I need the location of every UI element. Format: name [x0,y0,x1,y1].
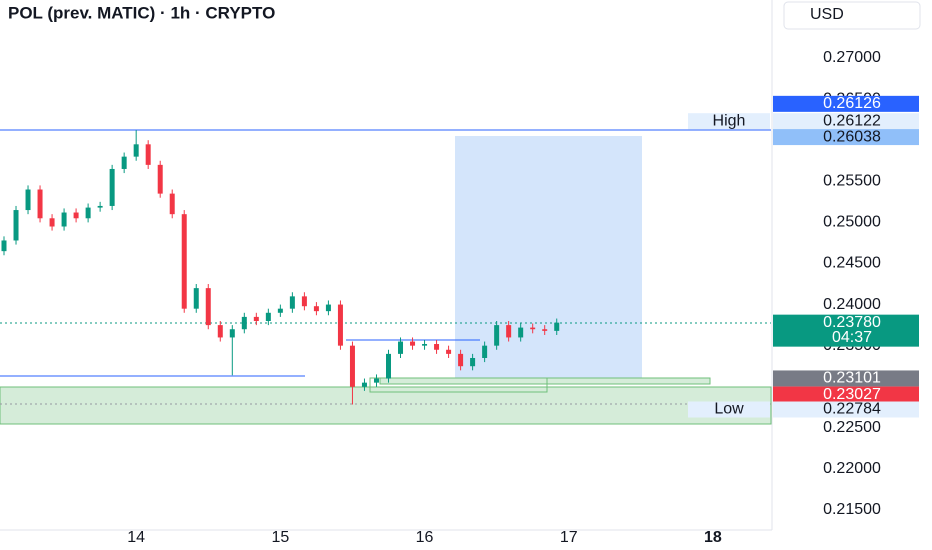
level-name: High [713,112,746,129]
currency-box[interactable] [783,1,921,30]
candle-body [37,189,43,219]
price-tag [773,314,919,347]
price-tag [773,370,919,387]
candle-body [434,344,440,350]
y-tick-label: 0.24500 [823,255,881,272]
price-tag-label: 0.23027 [823,386,881,403]
candle-body [301,296,307,307]
candle-body [193,288,199,309]
price-tag [773,386,919,403]
candle-body [109,168,115,206]
candle-body [410,341,416,346]
candle-body [289,296,295,309]
candle-body [385,353,391,379]
price-tag-label: 0.22784 [823,401,881,418]
price-tag [773,95,919,112]
candle-body [361,382,367,387]
candle-body [506,325,512,338]
candle-body [13,210,19,241]
candle-body [422,344,428,346]
chart-title: POL (prev. MATIC) · 1h · CRYPTO [8,3,275,22]
price-tag-label: 0.23101 [823,370,881,387]
price-tag-label: 0.26038 [823,128,881,145]
zone-small [369,377,548,393]
candle-body [61,212,67,227]
candle-body [121,156,127,169]
candle-body [85,207,91,219]
price-tag-label: 0.23780 [823,314,881,331]
price-tag [773,401,919,418]
candle-body [49,218,55,227]
projection-box [455,136,642,383]
price-tag-label: 0.26126 [823,95,881,112]
candle-body [169,193,175,215]
level-name-box [688,113,770,130]
candle-body [458,353,464,367]
candle-body [446,349,452,354]
candle-body [25,189,31,211]
y-tick-label: 0.22500 [823,419,881,436]
y-tick-label: 0.25500 [823,173,881,190]
price-tag [773,113,919,130]
candle-body [97,205,103,208]
y-tick-label: 0.25000 [823,214,881,231]
candle-body [229,329,235,338]
support-zone [0,386,772,425]
candle-body [253,316,259,322]
candle-body [145,144,151,165]
candle-body [181,214,187,309]
candle-body [530,327,536,330]
zone-small [379,377,711,385]
candle-body [337,304,343,346]
price-tag [773,129,919,146]
candle-body [398,341,404,354]
candle-body [313,306,319,312]
candle-body [482,345,488,358]
candle-body [241,316,247,330]
countdown: 04:37 [832,329,872,346]
candle-body [542,329,548,331]
candle-body [470,357,476,367]
candle-body [277,308,283,313]
candle-body [325,304,331,312]
currency[interactable]: USD [810,6,844,23]
level-name: Low [714,401,744,418]
drawings [0,129,772,425]
level-name-box [688,401,770,418]
candle-body [518,327,524,338]
y-tick-label: 0.22000 [823,460,881,477]
candle-body [217,325,223,338]
candle-body [1,240,7,252]
x-tick-label: 14 [127,529,145,546]
candle-body [554,322,560,331]
x-tick-label: 15 [271,529,289,546]
candle-body [373,378,379,383]
y-tick-label: 0.21500 [823,501,881,518]
candle-body [265,312,271,322]
y-tick-label: 0.24000 [823,296,881,313]
candle-body [205,288,211,326]
x-tick-label: 18 [704,529,722,546]
x-tick-label: 16 [416,529,434,546]
candle-body [73,212,79,219]
y-tick-label: 0.27000 [823,49,881,66]
candle-body [349,345,355,387]
price-tag-label: 0.26122 [823,112,881,129]
candle-body [494,325,500,346]
candle-body [133,144,139,157]
candle-body [157,164,163,194]
x-tick-label: 17 [560,529,578,546]
